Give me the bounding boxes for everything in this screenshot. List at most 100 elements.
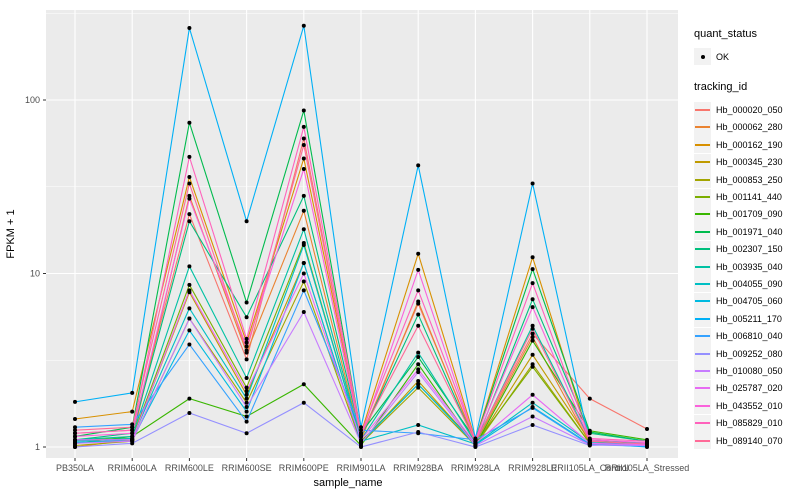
series-line-swatch <box>695 196 710 199</box>
x-tick-label: RRIM928BA <box>393 463 443 473</box>
legend-key-box <box>694 48 711 66</box>
x-tick-label: RRIM600PE <box>279 463 329 473</box>
legend-item-Hb_004705_060: Hb_004705_060 <box>694 292 800 310</box>
legend-item-quant-ok: OK <box>694 48 800 66</box>
legend-item-label: Hb_003935_040 <box>716 261 783 272</box>
series-line-swatch <box>695 369 710 372</box>
series-line-swatch <box>695 422 710 425</box>
legend-item-Hb_001141_440: Hb_001141_440 <box>694 188 800 206</box>
x-tick-label: PB350LA <box>56 463 94 473</box>
x-axis-title: sample_name <box>313 477 382 489</box>
legend-key-box <box>694 188 711 206</box>
series-line-swatch <box>695 143 710 146</box>
legend-item-Hb_000345_230: Hb_000345_230 <box>694 153 800 171</box>
x-tick-label: RRIM600LA <box>108 463 157 473</box>
legend-item-Hb_000162_190: Hb_000162_190 <box>694 136 800 154</box>
legend-series-list: Hb_000020_050 Hb_000062_280 Hb_000162_190 H… <box>694 101 800 449</box>
legend-item-Hb_000853_250: Hb_000853_250 <box>694 171 800 189</box>
series-line-swatch <box>695 352 710 355</box>
legend-item-label: Hb_004055_090 <box>716 278 783 289</box>
x-tick-label: RRIM901LA <box>336 463 385 473</box>
x-tick-label: RRII105LA_Control <box>551 463 629 473</box>
legend-item-Hb_009252_080: Hb_009252_080 <box>694 345 800 363</box>
series-line-swatch <box>695 213 710 216</box>
legend-item-label: Hb_000853_250 <box>716 174 783 185</box>
legend-key-box <box>694 345 711 363</box>
series-line-swatch <box>695 248 710 251</box>
legend-item-label: Hb_000162_190 <box>716 139 783 150</box>
series-line-swatch <box>695 404 710 407</box>
legend-item-Hb_001709_090: Hb_001709_090 <box>694 205 800 223</box>
series-line-swatch <box>695 282 710 285</box>
legend-item-label: Hb_089140_070 <box>716 435 783 446</box>
legend-key-box <box>694 258 711 276</box>
legend-item-Hb_010080_050: Hb_010080_050 <box>694 362 800 380</box>
legend-key-box <box>694 397 711 415</box>
legend-item-label: Hb_025787_020 <box>716 383 783 394</box>
legend-item-label: Hb_005211_170 <box>716 313 782 324</box>
legend-item-label: OK <box>716 51 730 62</box>
plot-panel: 1 10 100 PB350LA RRIM600LA RRIM600LE RRIM600SE… <box>5 10 690 489</box>
x-tick-label: RRIM600LE <box>165 463 214 473</box>
legend-key-box <box>694 118 711 136</box>
legend-key-box <box>694 136 711 154</box>
series-line-swatch <box>695 439 710 442</box>
legend-item-Hb_043552_010: Hb_043552_010 <box>694 397 800 415</box>
legend-key-box <box>694 432 711 449</box>
y-tick-label: 1 <box>35 442 40 452</box>
legend-title-tracking-id: tracking_id <box>694 81 748 94</box>
legend-key-box <box>694 362 711 380</box>
x-tick-label: RRIM928LE <box>508 463 557 473</box>
legend-key-box <box>694 205 711 223</box>
legend-item-label: Hb_001971_040 <box>716 226 783 237</box>
legend-item-Hb_001971_040: Hb_001971_040 <box>694 223 800 241</box>
legend-item-label: Hb_009252_080 <box>716 348 783 359</box>
series-line-swatch <box>695 265 710 268</box>
series-line-swatch <box>695 230 710 233</box>
legend-item-label: Hb_000345_230 <box>716 157 783 168</box>
legend-key-box <box>694 414 711 432</box>
series-line-swatch <box>695 335 710 338</box>
legend-item-Hb_005211_170: Hb_005211_170 <box>694 310 800 328</box>
legend-key-box <box>694 240 711 258</box>
legend-key-box <box>694 275 711 293</box>
legend-key-box <box>694 223 711 241</box>
legend-key-box <box>694 310 711 328</box>
series-line-swatch <box>695 300 710 303</box>
series-line-swatch <box>695 161 710 164</box>
legend: quant_status OK tracking_id Hb_000020_05… <box>694 28 800 449</box>
legend-item-label: Hb_043552_010 <box>716 400 783 411</box>
legend-item-Hb_004055_090: Hb_004055_090 <box>694 275 800 293</box>
series-line-swatch <box>695 126 710 129</box>
legend-key-box <box>694 292 711 310</box>
legend-key-box <box>694 153 711 171</box>
series-line-swatch <box>695 178 710 181</box>
legend-item-label: Hb_000020_050 <box>716 105 783 116</box>
legend-title-quant-status: quant_status <box>694 28 757 40</box>
legend-item-Hb_000062_280: Hb_000062_280 <box>694 118 800 136</box>
legend-key-box <box>694 379 711 397</box>
legend-item-label: Hb_085829_010 <box>716 418 783 429</box>
legend-item-label: Hb_001141_440 <box>716 192 782 203</box>
y-axis-title: FPKM + 1 <box>5 209 17 258</box>
legend-item-Hb_025787_020: Hb_025787_020 <box>694 379 800 397</box>
legend-item-Hb_003935_040: Hb_003935_040 <box>694 258 800 276</box>
x-tick-label: RRII105LA_Stressed <box>605 463 690 473</box>
legend-item-label: Hb_004705_060 <box>716 296 783 307</box>
legend-item-label: Hb_006810_040 <box>716 331 783 342</box>
legend-item-label: Hb_002307_150 <box>716 244 783 255</box>
data-points <box>73 23 649 449</box>
legend-key-box <box>694 327 711 345</box>
legend-item-label: Hb_001709_090 <box>716 209 783 220</box>
legend-key-box <box>694 171 711 189</box>
x-tick-label: RRIM928LA <box>451 463 500 473</box>
legend-key-box <box>694 101 711 119</box>
legend-item-label: Hb_010080_050 <box>716 365 783 376</box>
y-tick-label: 100 <box>25 95 40 105</box>
legend-item-Hb_089140_070: Hb_089140_070 <box>694 432 800 449</box>
series-line-swatch <box>695 109 710 112</box>
legend-item-Hb_006810_040: Hb_006810_040 <box>694 327 800 345</box>
series-line-swatch <box>695 317 710 320</box>
legend-item-Hb_000020_050: Hb_000020_050 <box>694 101 800 119</box>
